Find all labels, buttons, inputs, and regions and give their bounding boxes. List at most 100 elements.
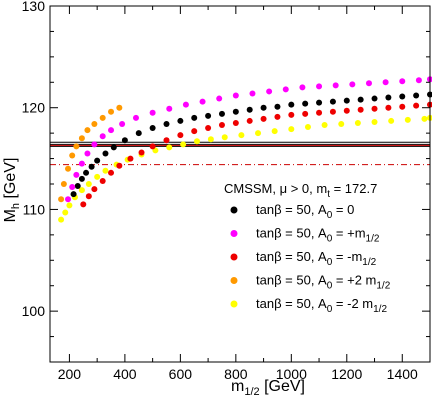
data-point [121,137,128,144]
data-point [166,144,173,151]
data-point [80,201,87,208]
data-point [116,104,123,111]
data-point [58,196,65,203]
data-point [288,126,295,133]
data-point [413,102,420,109]
data-point [69,152,76,159]
y-tick-label: 100 [22,303,46,319]
legend-label: tanβ = 50, A0 = +2 m1/2 [256,273,391,292]
data-point [399,93,406,100]
data-point [74,183,81,190]
data-point [94,173,101,180]
data-point [83,169,90,176]
data-point [191,128,198,135]
data-point [302,110,309,117]
data-point [232,108,239,115]
data-point [199,98,206,105]
data-point [404,116,411,123]
y-tick-label: 130 [22,0,46,14]
data-point [399,78,406,85]
data-point [274,113,281,120]
legend-label: tanβ = 50, A0 = -2 m1/2 [256,296,387,315]
data-point [205,112,212,119]
data-point [415,77,422,84]
data-point [329,108,336,115]
data-point [232,119,239,126]
data-point [343,97,350,104]
x-tick-label: 400 [113,366,137,382]
legend-marker [230,206,238,214]
data-point [65,196,72,203]
series-1 [65,76,432,203]
data-point [388,117,395,124]
x-tick-label: 1200 [331,366,362,382]
y-axis-label: Mh [GeV] [2,158,22,223]
series-0 [70,91,432,198]
data-point [149,125,156,132]
data-point [399,103,406,110]
series-3 [58,104,123,203]
data-point [78,175,85,182]
legend-marker [230,253,238,261]
x-tick-label: 1000 [276,366,307,382]
data-point [65,165,72,172]
data-point [343,107,350,114]
data-point [266,88,273,95]
data-point [84,150,91,157]
legend-label: tanβ = 50, A0 = 0 [256,202,354,221]
data-point [191,114,198,121]
legend-marker [230,230,238,237]
chart-annotation: CMSSM, μ > 0, mt = 172.7 [224,181,377,200]
data-point [84,127,91,134]
x-axis-label: m1/2 [GeV] [231,378,305,398]
data-point [260,104,267,111]
data-point [62,209,69,216]
data-point [127,155,134,162]
data-point [221,134,228,141]
axis-ticks: 200 400 600 800 1000 1200 1400 100 110 120 130 [22,0,431,382]
data-point [78,160,85,167]
data-point [66,202,73,209]
data-point [382,79,389,86]
legend-label: tanβ = 50, A0 = +m1/2 [256,226,380,245]
data-point [321,122,328,129]
data-point [371,118,378,125]
data-point [413,92,420,99]
data-point [238,132,245,139]
data-point [91,141,98,148]
data-point [357,96,364,103]
data-point [216,95,223,102]
data-point [166,105,173,112]
data-point [316,83,323,90]
data-point [177,132,184,139]
data-point [99,177,106,184]
data-point [99,114,106,121]
data-point [246,117,253,124]
data-point [70,191,77,198]
data-point [338,120,345,127]
data-point [246,106,253,113]
data-point [60,181,67,187]
data-point [138,149,145,156]
data-point [274,103,281,110]
data-point [78,187,85,194]
data-point [357,106,364,113]
data-point [349,81,356,88]
data-point [163,137,170,144]
data-point [78,135,85,142]
data-point [99,133,106,140]
data-point [421,115,428,122]
data-point [232,92,239,99]
data-point [304,124,311,131]
data-point [332,82,339,89]
legend-marker [230,300,238,308]
data-point [102,167,109,174]
data-point [88,163,95,170]
data-point [182,101,189,108]
y-tick-label: 120 [22,100,46,116]
data-point [149,143,156,150]
data-point [132,114,139,121]
legend-label: tanβ = 50, A0 = -m1/2 [256,249,377,268]
data-point [218,110,225,117]
